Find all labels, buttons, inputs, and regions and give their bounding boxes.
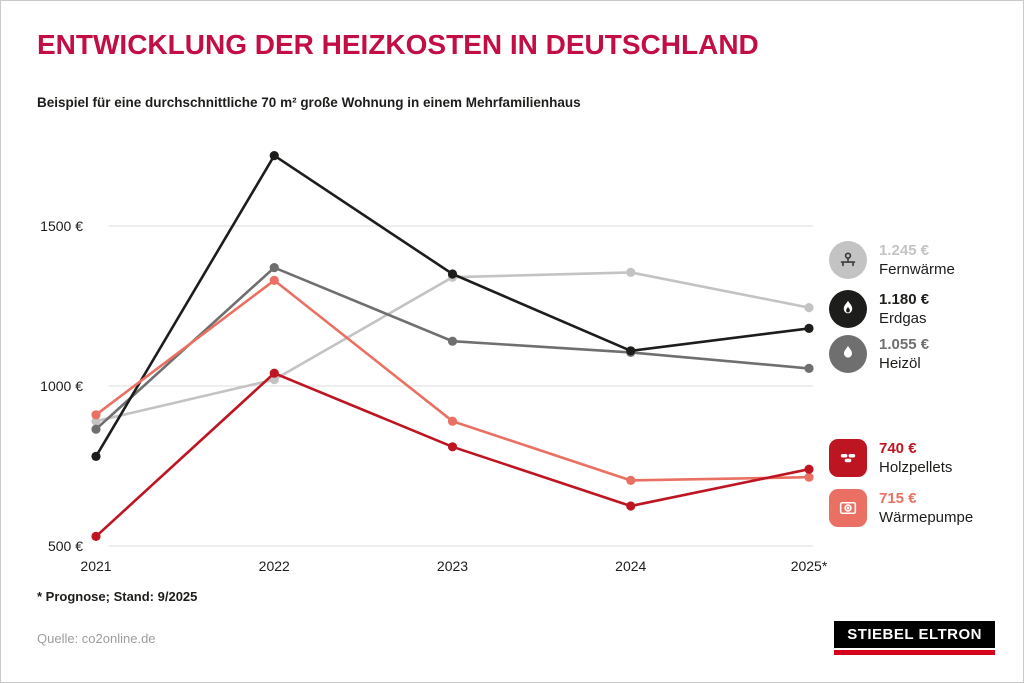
series-wärmepumpe — [91, 275, 814, 485]
data-point — [269, 263, 279, 273]
series-fernwärme — [91, 267, 814, 426]
data-point — [447, 269, 458, 279]
chart-subtitle: Beispiel für eine durchschnittliche 70 m… — [37, 95, 581, 110]
data-point — [447, 442, 458, 452]
series-line — [95, 371, 810, 538]
y-tick-label: 500 € — [48, 538, 83, 554]
data-point — [269, 368, 279, 378]
data-point — [269, 375, 279, 385]
series-line — [94, 153, 810, 458]
page-title: ENTWICKLUNG DER HEIZKOSTEN IN DEUTSCHLAN… — [37, 29, 759, 60]
data-point — [269, 275, 279, 285]
data-point — [804, 323, 814, 333]
x-tick-label: 2021 — [80, 558, 111, 574]
data-point — [91, 424, 101, 434]
data-point — [804, 464, 814, 474]
data-point — [626, 501, 636, 511]
data-point — [804, 472, 814, 482]
data-point — [447, 336, 458, 346]
x-tick-label: 2023 — [437, 558, 468, 574]
data-point — [91, 410, 101, 420]
x-tick-label: 2025* — [791, 558, 828, 574]
prognosis-footnote: * Prognose; Stand: 9/2025 — [37, 589, 198, 604]
x-tick-label: 2024 — [615, 558, 646, 574]
data-point — [626, 267, 636, 277]
series-erdgas — [91, 151, 814, 461]
source-credit: Quelle: co2online.de — [37, 631, 156, 646]
stiebel-eltron-logo: STIEBEL ELTRON — [834, 621, 995, 655]
data-point — [626, 346, 636, 356]
series-line — [95, 266, 810, 431]
data-point — [804, 363, 814, 373]
series-heizöl — [91, 263, 814, 434]
data-point — [91, 451, 101, 461]
data-point — [804, 303, 814, 313]
data-point — [269, 151, 279, 161]
logo-red-bar — [834, 650, 995, 655]
data-point — [626, 475, 636, 485]
data-point — [91, 416, 101, 426]
series-holzpellets — [91, 368, 814, 542]
x-tick-label: 2022 — [259, 558, 290, 574]
y-tick-label: 1000 € — [40, 378, 83, 394]
data-point — [447, 416, 458, 426]
y-tick-label: 1500 € — [40, 218, 83, 234]
series-line — [95, 271, 810, 423]
data-point — [91, 531, 101, 542]
logo-text: STIEBEL ELTRON — [834, 621, 995, 648]
